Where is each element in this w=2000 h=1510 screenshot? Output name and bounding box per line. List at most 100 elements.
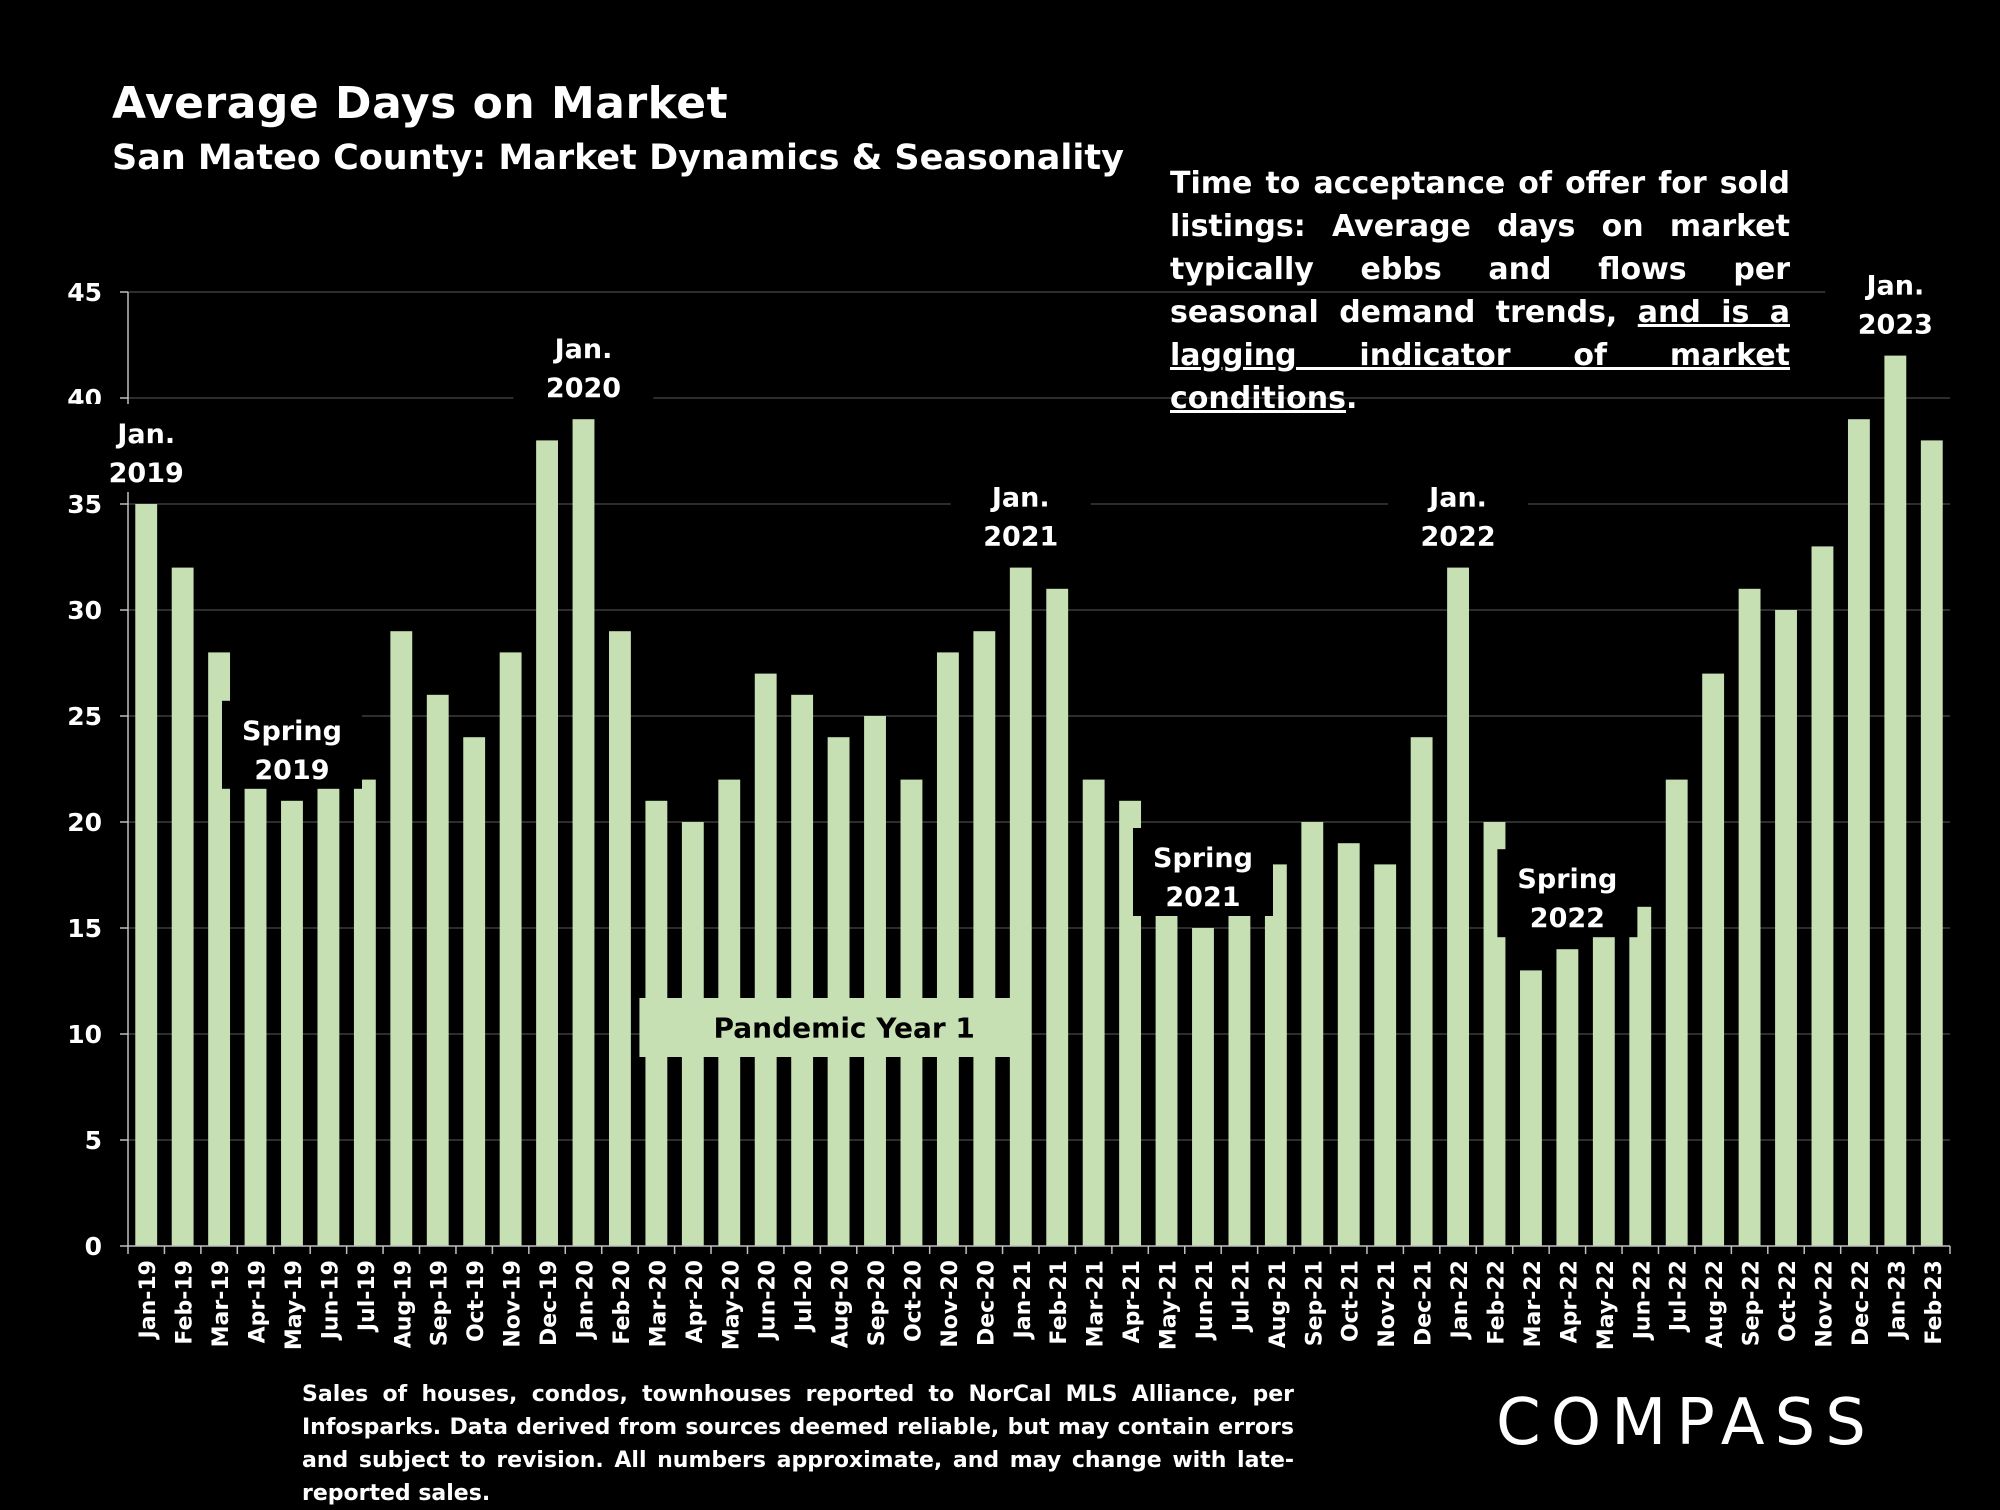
x-tick-label: Mar-19 (209, 1260, 234, 1347)
bar (1775, 610, 1797, 1246)
bar (499, 652, 522, 1246)
x-tick-label: Nov-21 (1375, 1260, 1400, 1348)
x-tick-label: Jun-21 (1193, 1260, 1218, 1341)
source-footnote: Sales of houses, condos, townhouses repo… (302, 1382, 1294, 1506)
x-tick-label: Feb-22 (1485, 1260, 1510, 1345)
x-tick-label: Jun-20 (756, 1260, 781, 1341)
bar (973, 631, 996, 1246)
y-tick-label: 0 (85, 1232, 102, 1261)
bar (1447, 567, 1469, 1246)
x-tick-label: Dec-19 (537, 1260, 562, 1346)
bar (1847, 419, 1870, 1246)
bar (281, 800, 303, 1246)
bar (754, 673, 777, 1246)
annotation-label: Spring (242, 716, 342, 747)
bar (1301, 822, 1324, 1246)
annotation-label: Jan. (115, 419, 175, 450)
x-tick-label: Nov-19 (501, 1260, 526, 1348)
annotation-label: 2019 (254, 755, 329, 786)
x-tick-label: Sep-22 (1740, 1260, 1765, 1346)
x-tick-label: Dec-20 (974, 1260, 999, 1346)
bar (864, 716, 886, 1246)
bar (1374, 864, 1397, 1246)
x-tick-label: May-22 (1594, 1260, 1619, 1350)
y-tick-label: 35 (67, 490, 102, 519)
note-text: Time to acceptance of offer for sold lis… (1170, 166, 1790, 330)
x-tick-label: Feb-20 (610, 1260, 635, 1345)
x-tick-label: May-19 (282, 1260, 307, 1350)
compass-logo: COMPASS (1496, 1386, 1876, 1460)
bar (426, 694, 449, 1246)
annotation-bg (221, 700, 362, 789)
bar (827, 737, 850, 1246)
bar (1192, 928, 1214, 1246)
annotation-bg (513, 319, 654, 408)
x-tick-label: Nov-22 (1812, 1260, 1837, 1348)
bar (1920, 440, 1943, 1246)
annotation-bg (950, 467, 1091, 556)
x-tick-label: Sep-20 (865, 1260, 890, 1346)
annotation-label: Jan. (1427, 483, 1487, 514)
x-tick-label: Oct-21 (1339, 1260, 1364, 1342)
x-tick-label: May-21 (1157, 1260, 1182, 1350)
bar (171, 567, 194, 1246)
bar (353, 779, 376, 1246)
annotation-label: 2023 (1858, 310, 1933, 341)
bar (1046, 588, 1069, 1246)
bar (1410, 737, 1433, 1246)
note-underlined-text: and is a lagging indicator of market con… (1170, 295, 1790, 416)
annotation-label: Jan. (990, 483, 1050, 514)
x-tick-label: Aug-21 (1266, 1260, 1291, 1348)
chart-subtitle: San Mateo County: Market Dynamics & Seas… (112, 138, 1124, 178)
bar (1082, 779, 1105, 1246)
x-tick-label: Jul-19 (355, 1260, 380, 1333)
x-tick-label: Mar-21 (1084, 1260, 1109, 1347)
x-tick-label: Jul-22 (1667, 1260, 1692, 1333)
bar (1665, 779, 1688, 1246)
y-tick-label: 30 (67, 596, 102, 625)
y-tick-label: 15 (67, 914, 102, 943)
bar (463, 737, 486, 1246)
annotation-label: Jan. (553, 334, 613, 365)
bars (135, 355, 1943, 1247)
bar (1155, 843, 1178, 1246)
x-tick-label: Aug-19 (391, 1260, 416, 1348)
note-end: . (1345, 381, 1358, 416)
bar (1556, 949, 1579, 1246)
annotation-bg (1497, 849, 1638, 938)
annotation-bg (1388, 467, 1529, 556)
explanatory-note: Time to acceptance of offer for sold lis… (1170, 162, 1790, 420)
bar (1009, 567, 1032, 1246)
x-tick-label: Dec-21 (1412, 1260, 1437, 1346)
annotations: Jan. 2019 Spring 2019 Jan. 2020 Jan. 2021 Spring… (76, 255, 1966, 938)
bar (1264, 864, 1287, 1246)
bar (135, 504, 158, 1246)
callout-label: Pandemic Year 1 (714, 1012, 975, 1045)
y-tick-label: 20 (67, 808, 102, 837)
x-tick-label: Jan-20 (574, 1260, 599, 1340)
annotation-label: 2022 (1420, 522, 1495, 553)
x-tick-label: Mar-20 (646, 1260, 671, 1347)
annotation-label: 2021 (1165, 882, 1240, 913)
annotation-label: Spring (1517, 864, 1617, 895)
chart-title: Average Days on Market (112, 78, 729, 129)
bar (1592, 906, 1615, 1246)
x-tick-label: Dec-22 (1849, 1260, 1874, 1346)
bar (1520, 970, 1542, 1246)
y-tick-label: 10 (67, 1020, 102, 1049)
x-tick-label: Oct-22 (1776, 1260, 1801, 1342)
x-tick-label: Aug-20 (829, 1260, 854, 1348)
bar (936, 652, 959, 1246)
bar (390, 631, 413, 1246)
bar (1811, 546, 1834, 1246)
bar (1738, 588, 1761, 1246)
annotation-label: Spring (1153, 843, 1253, 874)
x-tick-label: Feb-23 (1922, 1260, 1947, 1345)
x-tick-label: Jun-19 (318, 1260, 343, 1341)
annotation-bg (1825, 255, 1966, 344)
x-tick-label: Oct-19 (464, 1260, 489, 1342)
annotation-label: Jan. (1864, 271, 1924, 302)
bar (1629, 906, 1652, 1246)
